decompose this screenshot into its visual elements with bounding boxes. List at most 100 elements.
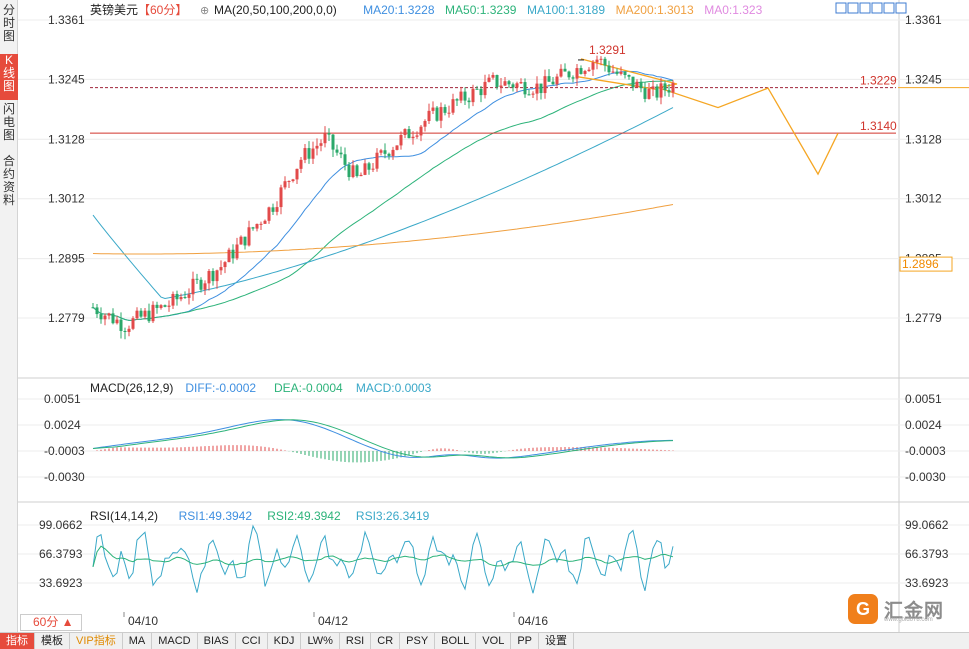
candle-body [219, 267, 223, 271]
candle-body [351, 165, 355, 178]
candle-body [115, 319, 119, 324]
toolbar-item-7[interactable]: KDJ [268, 633, 302, 649]
current-price-tag [899, 256, 953, 272]
candle-body [503, 81, 507, 86]
toolbar-item-10[interactable]: CR [371, 633, 401, 649]
candle-body [239, 236, 243, 245]
candle-body [383, 150, 387, 154]
rsi-rsi3: RSI3:26.3419 [356, 509, 430, 523]
candle-body [575, 68, 579, 79]
macd-tick-left: 0.0051 [44, 392, 81, 406]
candle-body [203, 283, 207, 290]
price-tick-left: 1.3361 [48, 13, 85, 27]
rsi-tick-left: 33.6923 [39, 576, 83, 590]
candle-body [623, 71, 627, 75]
ma-value-3: MA200:1.3013 [616, 3, 694, 17]
candle-body [335, 149, 339, 153]
macd-tick-right: -0.0003 [905, 444, 946, 458]
rsi-rsi1: RSI1:49.3942 [179, 509, 253, 523]
symbol-name: 英镑美元 [90, 2, 138, 17]
toolbar-item-8[interactable]: LW% [301, 633, 340, 649]
tab-timeshare[interactable]: 分时图 [2, 3, 15, 43]
candle-body [299, 159, 303, 169]
candle-body [195, 278, 199, 280]
candle-body [327, 133, 331, 135]
toolbar-item-14[interactable]: PP [511, 633, 539, 649]
candle-body [407, 129, 411, 139]
candle-body [355, 165, 359, 177]
candle-body [615, 71, 619, 74]
toolbar-item-4[interactable]: MACD [152, 633, 198, 649]
candle-body [651, 86, 655, 89]
macd-tick-right: 0.0051 [905, 392, 942, 406]
macd-dea: DEA:-0.0004 [274, 381, 343, 395]
kline-chart[interactable]: 1.3361 1.3361 1.3245 1.3245 1.3128 1.3128 1.30… [18, 0, 969, 632]
toolbar-item-2[interactable]: VIP指标 [70, 633, 123, 649]
toolbar-item-9[interactable]: RSI [340, 633, 372, 649]
candle-body [223, 262, 227, 268]
toolbar-item-0[interactable]: 指标 [0, 633, 35, 649]
price-tick-right: 1.3361 [905, 13, 942, 27]
candle-body [531, 93, 535, 95]
toolbar-item-11[interactable]: PSY [400, 633, 436, 649]
candle-body [283, 181, 287, 188]
candle-body [215, 270, 219, 282]
candle-body [291, 179, 295, 182]
rsi-rsi2: RSI2:49.3942 [267, 509, 341, 523]
candle-body [523, 82, 527, 95]
toolbar-item-15[interactable]: 设置 [539, 633, 574, 649]
candle-body [599, 58, 603, 60]
tab-flash[interactable]: 闪电图 [2, 102, 15, 142]
price-tick-right: 1.3245 [905, 72, 942, 86]
candle-body [147, 310, 151, 322]
candle-body [647, 88, 651, 99]
candle-body [635, 81, 639, 88]
candle-body [603, 58, 607, 66]
toolbar-item-13[interactable]: VOL [476, 633, 512, 649]
toolbar-item-5[interactable]: BIAS [198, 633, 236, 649]
macd-tick-left: 0.0024 [44, 418, 81, 432]
price-tick-left: 1.2779 [48, 311, 85, 325]
candle-body [427, 110, 431, 122]
period-selector[interactable]: 60分 ▲ [20, 614, 82, 631]
candle-body [235, 244, 239, 259]
candle-body [347, 164, 351, 178]
period-tag: 【60分】 [138, 3, 187, 17]
toolbar-item-3[interactable]: MA [123, 633, 153, 649]
candle-body [255, 223, 259, 229]
settings-icon: ⊕ [200, 5, 209, 17]
candle-body [311, 148, 315, 159]
candle-body [287, 181, 291, 183]
macd-value: MACD:0.0003 [356, 381, 432, 395]
candle-body [547, 76, 551, 82]
toolbar-item-12[interactable]: BOLL [435, 633, 477, 649]
candle-body [227, 249, 231, 263]
candle-body [467, 100, 471, 103]
tab-kline[interactable]: K线图 [0, 54, 18, 100]
ma-label: MA(20,50,100,200,0,0) [214, 3, 337, 17]
candle-body [323, 133, 327, 144]
tab-contract-info[interactable]: 合约资料 [2, 154, 15, 207]
candle-body [663, 83, 667, 91]
candle-body [99, 314, 103, 320]
macd-tick-right: -0.0030 [905, 470, 946, 484]
candle-body [659, 83, 663, 98]
price-tick-left: 1.3012 [48, 192, 85, 206]
toolbar-item-1[interactable]: 模板 [35, 633, 70, 649]
fullscreen-icon [895, 2, 907, 14]
zoom-in-icon [847, 2, 859, 14]
candle-body [419, 126, 423, 136]
ma200-line [92, 204, 674, 255]
rsi-tick-left: 66.3793 [39, 547, 83, 561]
candle-body [103, 315, 107, 320]
candle-body [331, 134, 335, 150]
candle-body [655, 86, 659, 98]
candle-body [491, 74, 495, 78]
candle-body [243, 236, 247, 246]
candle-body [643, 88, 647, 99]
macd-diff: DIFF:-0.0002 [185, 381, 256, 395]
candle-body [583, 71, 587, 74]
candle-body [231, 249, 235, 259]
toolbar-item-6[interactable]: CCI [236, 633, 268, 649]
